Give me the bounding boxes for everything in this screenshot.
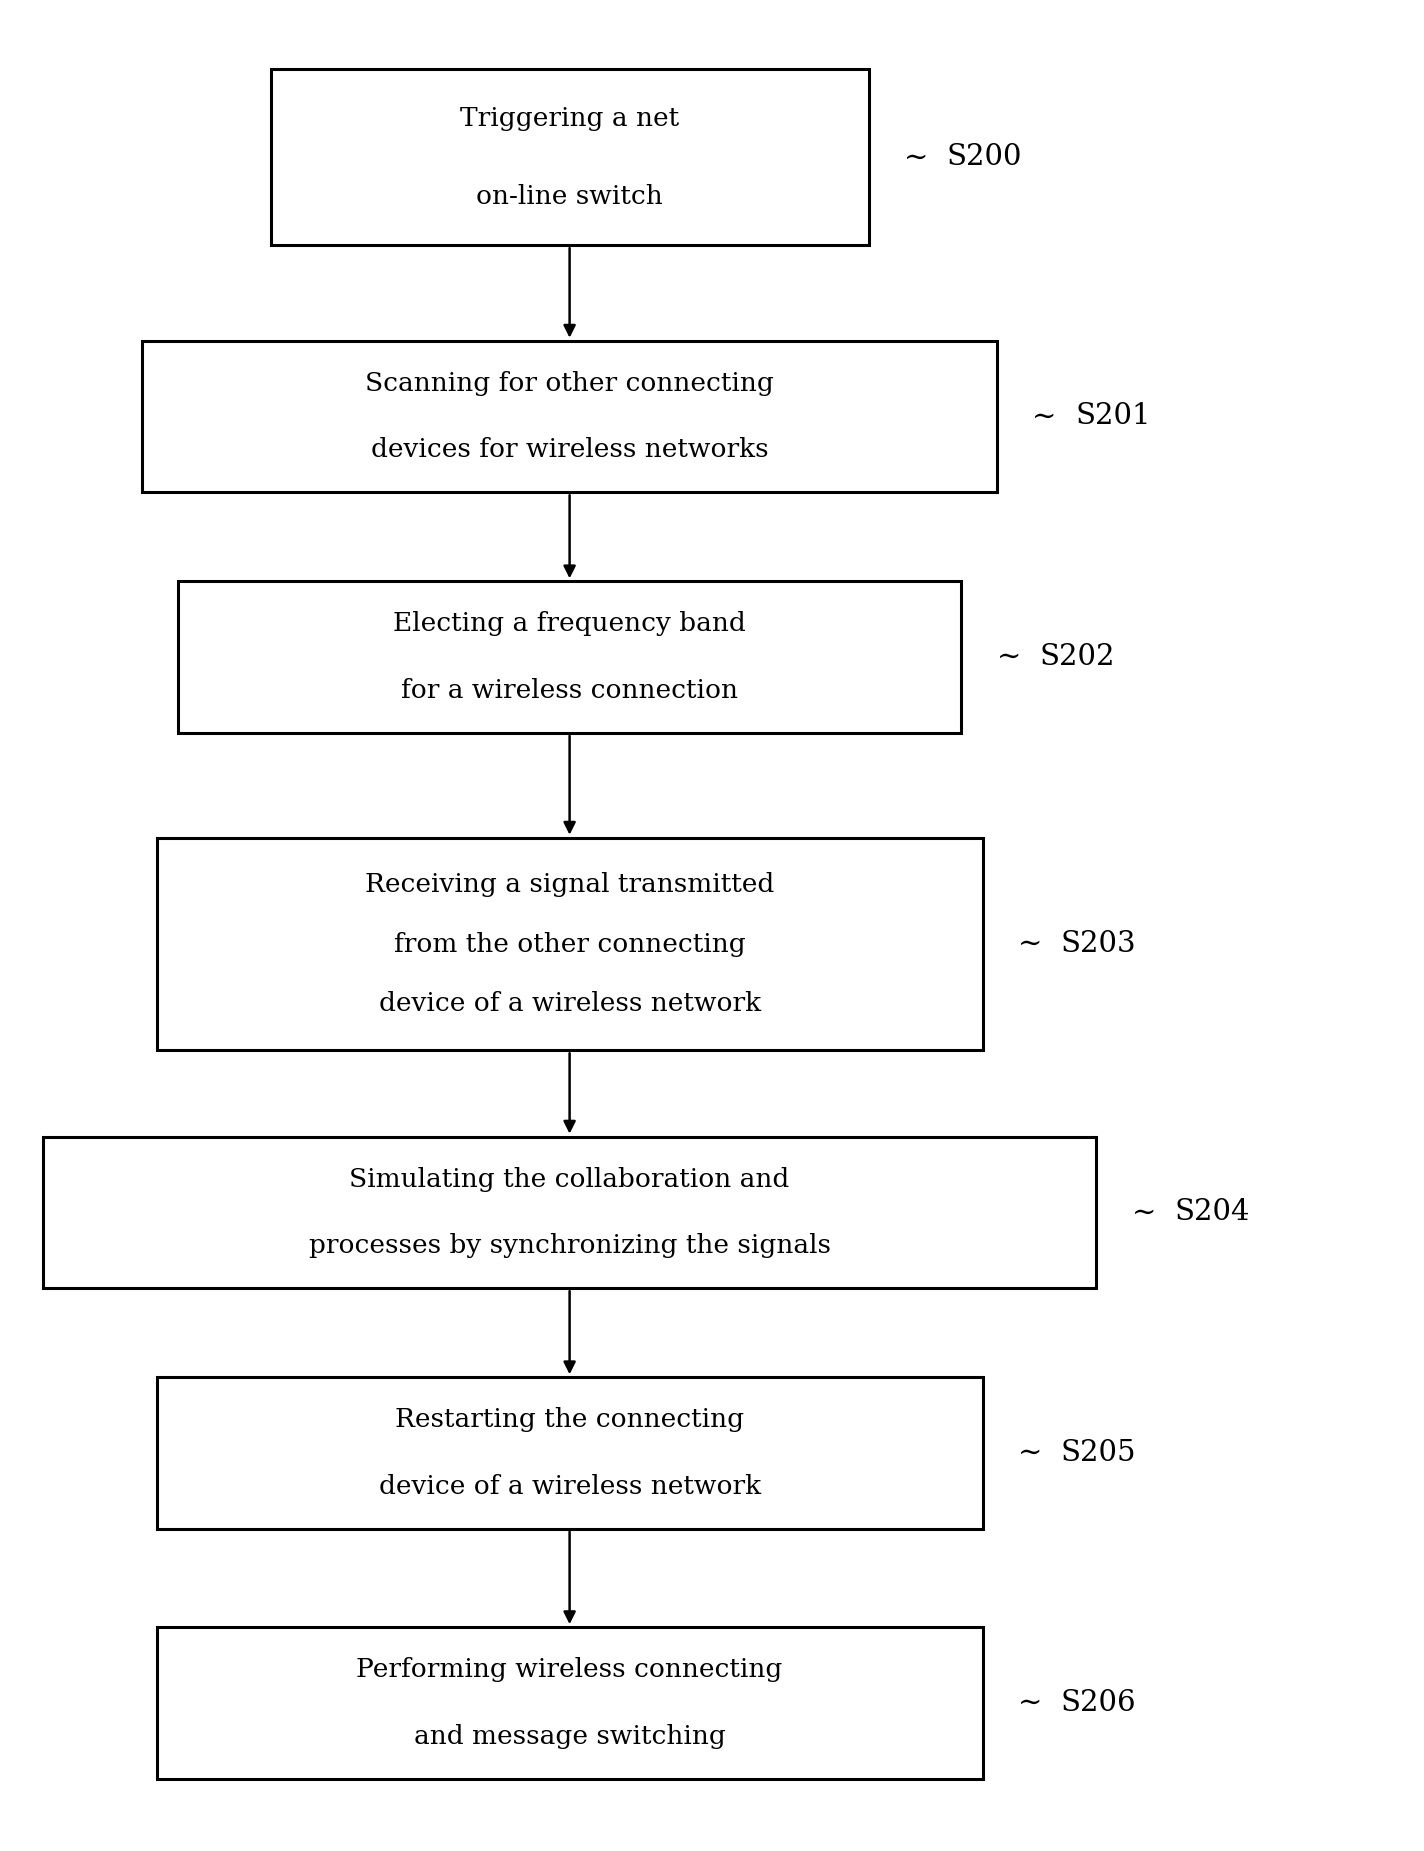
Text: Electing a frequency band: Electing a frequency band bbox=[393, 611, 746, 637]
Text: Receiving a signal transmitted: Receiving a signal transmitted bbox=[365, 872, 775, 898]
Text: device of a wireless network: device of a wireless network bbox=[379, 1473, 760, 1499]
Text: S204: S204 bbox=[1175, 1198, 1250, 1227]
Bar bbox=[157, 837, 983, 1051]
Text: processes by synchronizing the signals: processes by synchronizing the signals bbox=[309, 1233, 830, 1259]
Bar bbox=[43, 1137, 1096, 1288]
Text: devices for wireless networks: devices for wireless networks bbox=[370, 437, 769, 463]
Text: Triggering a net: Triggering a net bbox=[460, 106, 679, 131]
Text: Performing wireless connecting: Performing wireless connecting bbox=[356, 1657, 783, 1683]
Text: S205: S205 bbox=[1061, 1438, 1136, 1468]
Text: ∼: ∼ bbox=[997, 642, 1021, 672]
Bar bbox=[157, 1377, 983, 1529]
Text: ∼: ∼ bbox=[1132, 1198, 1156, 1227]
Text: ∼: ∼ bbox=[1018, 1438, 1042, 1468]
Bar bbox=[157, 1627, 983, 1779]
Text: S206: S206 bbox=[1061, 1688, 1136, 1718]
Bar bbox=[178, 581, 961, 733]
Text: S202: S202 bbox=[1040, 642, 1115, 672]
Text: device of a wireless network: device of a wireless network bbox=[379, 990, 760, 1016]
Text: S200: S200 bbox=[947, 143, 1022, 172]
Text: S203: S203 bbox=[1061, 929, 1136, 959]
Text: Simulating the collaboration and: Simulating the collaboration and bbox=[349, 1166, 790, 1192]
Text: Restarting the connecting: Restarting the connecting bbox=[394, 1407, 745, 1433]
Bar bbox=[142, 341, 997, 492]
Text: on-line switch: on-line switch bbox=[476, 183, 664, 209]
Text: Scanning for other connecting: Scanning for other connecting bbox=[365, 370, 775, 396]
Text: ∼: ∼ bbox=[1032, 402, 1057, 431]
Text: ∼: ∼ bbox=[904, 143, 928, 172]
Text: from the other connecting: from the other connecting bbox=[393, 931, 746, 957]
Text: S201: S201 bbox=[1075, 402, 1151, 431]
Bar bbox=[271, 68, 869, 244]
Text: ∼: ∼ bbox=[1018, 929, 1042, 959]
Text: for a wireless connection: for a wireless connection bbox=[402, 677, 738, 703]
Text: and message switching: and message switching bbox=[413, 1723, 726, 1749]
Text: ∼: ∼ bbox=[1018, 1688, 1042, 1718]
